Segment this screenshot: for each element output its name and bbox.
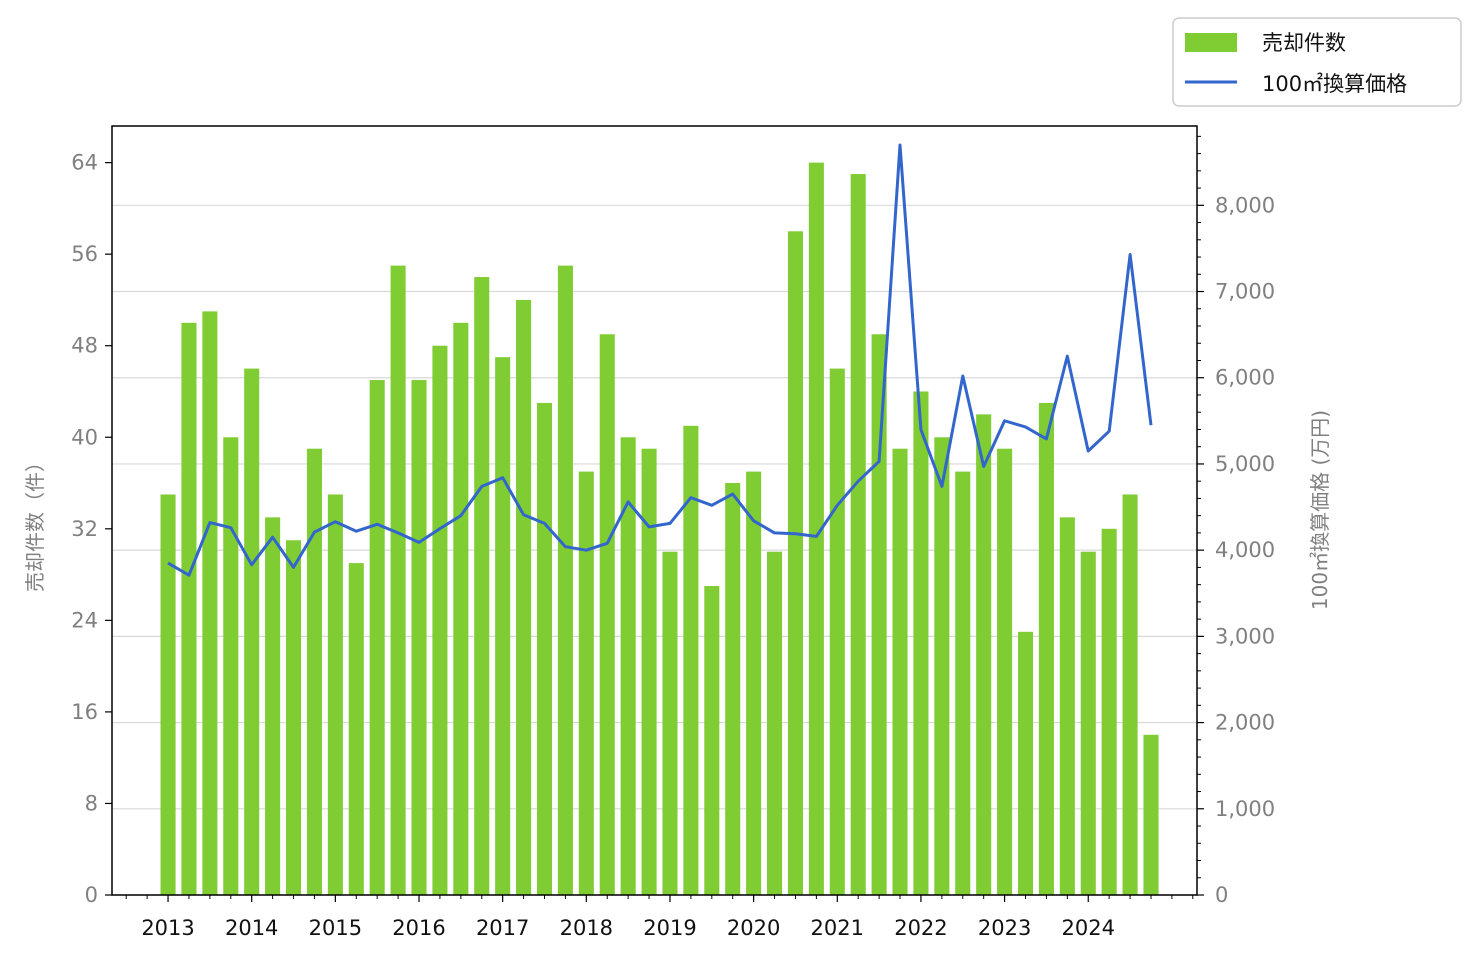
y-right-tick-label: 5,000 — [1215, 452, 1275, 476]
bar — [1143, 734, 1159, 895]
y-left-tick-label: 0 — [85, 883, 98, 907]
bar — [432, 345, 448, 895]
y-left-tick-label: 16 — [71, 700, 98, 724]
bar — [620, 437, 636, 895]
x-tick-label: 2016 — [392, 916, 445, 940]
bar — [808, 162, 824, 896]
bar — [516, 299, 532, 895]
x-tick-label: 2013 — [141, 916, 194, 940]
legend-swatch-bars — [1185, 33, 1237, 52]
bar — [202, 311, 218, 896]
y-left-tick-label: 24 — [71, 608, 98, 632]
bar — [913, 391, 929, 895]
bar — [725, 483, 741, 895]
bar — [599, 334, 615, 895]
x-tick-label: 2019 — [643, 916, 696, 940]
bar — [1017, 631, 1034, 895]
y-right-tick-label: 8,000 — [1215, 193, 1275, 217]
legend-label-line: 100㎡換算価格 — [1262, 72, 1407, 96]
y-left-tick-label: 48 — [71, 334, 98, 358]
bar — [1059, 517, 1075, 895]
legend-label-bars: 売却件数 — [1262, 31, 1346, 55]
x-tick-label: 2020 — [727, 916, 780, 940]
bar — [871, 334, 887, 895]
bar — [578, 471, 594, 895]
y-left-tick-label: 8 — [85, 791, 98, 815]
bar — [850, 174, 866, 895]
x-tick-label: 2015 — [309, 916, 362, 940]
bar — [557, 265, 573, 895]
y-left-tick-label: 64 — [71, 151, 98, 175]
bar — [641, 448, 657, 895]
bar — [934, 437, 950, 895]
bar-series — [160, 162, 1159, 896]
bar — [955, 471, 971, 895]
bar — [829, 368, 845, 895]
bar — [390, 265, 406, 895]
bar — [306, 448, 322, 895]
bar — [704, 586, 720, 895]
bar — [767, 551, 783, 895]
x-tick-label: 2024 — [1062, 916, 1115, 940]
axes: 0 8 16 24 32 40 48 56 64 0 1,000 2,000 3,000 4,000 5,0… — [71, 135, 1275, 940]
y-left-tick-label: 32 — [71, 517, 98, 541]
bar — [244, 368, 260, 895]
y-right-tick-label: 0 — [1215, 883, 1228, 907]
y-right-tick-label: 1,000 — [1215, 797, 1275, 821]
plot-frame — [111, 125, 1198, 896]
bar — [265, 517, 281, 895]
x-tick-label: 2022 — [894, 916, 947, 940]
bar — [160, 494, 176, 895]
bar — [453, 322, 469, 895]
bar — [892, 448, 908, 895]
bar — [997, 448, 1013, 895]
bar — [286, 540, 302, 895]
line-series — [167, 143, 1153, 577]
y-right-tick-label: 6,000 — [1215, 366, 1275, 390]
x-tick-label: 2017 — [476, 916, 529, 940]
bar — [474, 277, 490, 895]
bar — [223, 437, 239, 895]
bar — [683, 425, 699, 895]
x-tick-label: 2021 — [811, 916, 864, 940]
bar — [662, 551, 678, 895]
bar — [369, 380, 385, 895]
bar — [495, 357, 511, 896]
bar — [746, 471, 762, 895]
bar — [348, 563, 364, 895]
y-right-tick-label: 2,000 — [1215, 711, 1275, 735]
x-tick-label: 2023 — [978, 916, 1031, 940]
bar — [1038, 402, 1054, 895]
legend: 売却件数 100㎡換算価格 — [1172, 17, 1462, 107]
price-line — [167, 143, 1153, 577]
bar — [1122, 494, 1138, 895]
bar — [1101, 528, 1117, 895]
y-axis-left-title: 売却件数（件） — [23, 452, 47, 592]
bar — [536, 402, 553, 895]
x-tick-label: 2014 — [225, 916, 278, 940]
y-left-tick-label: 40 — [71, 425, 98, 449]
bar — [327, 494, 343, 895]
y-right-tick-label: 7,000 — [1215, 280, 1275, 304]
bar — [787, 231, 803, 895]
bar — [976, 414, 992, 895]
bar — [411, 380, 427, 895]
legend-box — [1172, 17, 1462, 107]
y-axis-right-title: 100㎡換算価格 (万円) — [1308, 410, 1332, 610]
y-right-tick-label: 3,000 — [1215, 624, 1275, 648]
bar — [1080, 551, 1096, 895]
y-right-tick-label: 4,000 — [1215, 538, 1275, 562]
x-tick-label: 2018 — [560, 916, 613, 940]
y-left-tick-label: 56 — [71, 242, 98, 266]
bar — [181, 322, 197, 895]
